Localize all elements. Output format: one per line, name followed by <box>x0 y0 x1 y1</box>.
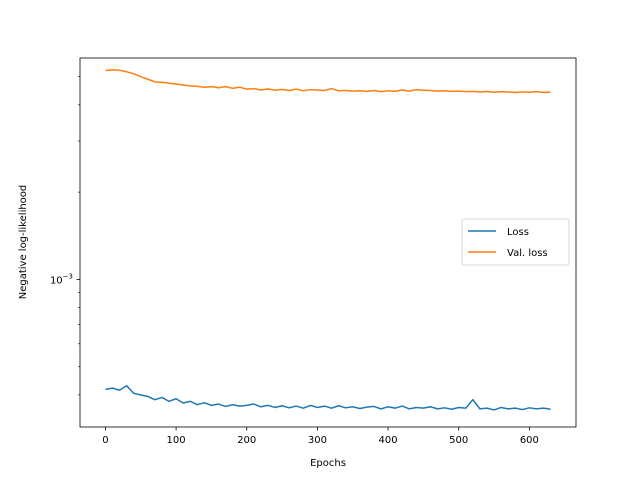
legend-label-val-loss: Val. loss <box>507 248 548 259</box>
x-tick-label: 0 <box>102 435 108 446</box>
series-line-val-loss <box>105 69 551 94</box>
axes-frame <box>79 57 577 428</box>
x-tick-label: 200 <box>237 435 256 446</box>
x-tick-label: 100 <box>167 435 186 446</box>
legend-label-loss: Loss <box>507 227 529 238</box>
x-axis: 0 100 200 300 400 500 600 <box>102 427 539 446</box>
legend: Loss Val. loss <box>461 218 570 266</box>
y-axis: 10−3 <box>50 76 80 396</box>
plot-area <box>105 69 551 411</box>
series-line-loss <box>105 385 551 411</box>
x-tick-label: 500 <box>449 435 468 446</box>
x-tick-label: 400 <box>379 435 398 446</box>
x-axis-label: Epochs <box>310 458 346 469</box>
x-tick-label: 300 <box>308 435 327 446</box>
x-tick-label: 600 <box>520 435 539 446</box>
y-tick-label: 10−3 <box>50 272 73 286</box>
y-axis-label: Negative log-likelihood <box>18 185 29 300</box>
